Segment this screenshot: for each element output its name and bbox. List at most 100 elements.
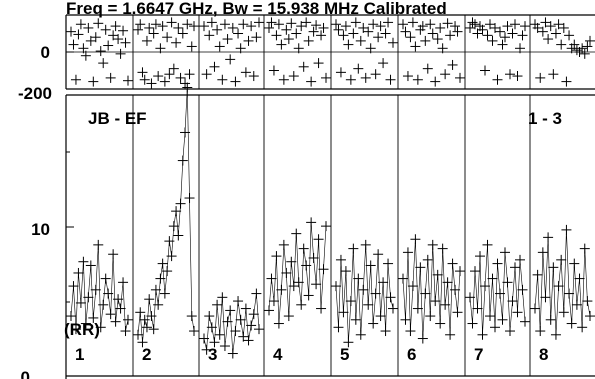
phase-point-ch4	[308, 26, 319, 37]
phase-point-ch8	[577, 43, 588, 54]
phase-point-ch3	[204, 30, 215, 41]
amp-point-ch7	[467, 318, 478, 329]
amp-point-ch3	[214, 329, 225, 340]
amp-point-ch8	[579, 243, 590, 254]
amp-point-ch6	[398, 273, 408, 284]
amp-point-ch1	[95, 322, 106, 333]
amp-point-ch2	[153, 299, 164, 310]
phase-point-ch6	[412, 74, 423, 85]
channel-label-6: 6	[407, 345, 416, 364]
phase-point-ch5	[383, 17, 394, 28]
amp-point-ch6	[417, 333, 428, 344]
phase-point-ch5	[350, 17, 361, 28]
phase-point-ch2	[137, 67, 148, 78]
amp-point-ch2	[168, 221, 179, 232]
phase-point-ch2	[184, 69, 195, 80]
phase-point-ch1	[100, 24, 111, 35]
phase-point-ch2	[177, 28, 188, 39]
phase-point-ch7	[487, 35, 498, 46]
phase-point-ch8	[535, 72, 546, 83]
phase-point-ch8	[545, 21, 556, 32]
amp-point-ch1	[78, 256, 89, 267]
phase-point-ch5	[375, 21, 386, 32]
amp-point-ch2	[180, 127, 191, 138]
phase-point-ch2	[186, 41, 197, 52]
phase-point-ch7	[482, 30, 493, 41]
phase-point-ch5	[331, 19, 341, 30]
amp-point-ch1	[75, 297, 86, 308]
amp-point-ch6	[435, 318, 446, 329]
amp-point-ch6	[432, 269, 443, 280]
amp-point-ch2	[155, 273, 166, 284]
phase-point-ch5	[368, 19, 379, 30]
phase-point-ch5	[333, 24, 344, 35]
amp-point-ch3	[219, 341, 230, 352]
amp-point-ch7	[520, 316, 530, 327]
phase-point-ch4	[276, 39, 287, 50]
amp-point-ch3	[233, 296, 244, 307]
phase-point-ch3	[251, 32, 262, 43]
amp-point-ch7	[490, 322, 500, 333]
phase-point-ch2	[139, 74, 150, 85]
phase-point-ch2	[175, 72, 186, 83]
phase-point-ch6	[420, 35, 431, 46]
amp-point-ch5	[333, 322, 344, 333]
amp-point-ch2	[141, 322, 152, 333]
amp-point-ch8	[585, 311, 595, 322]
phase-point-ch3	[199, 21, 209, 32]
phase-point-ch5	[353, 63, 364, 74]
amp-point-ch8	[577, 322, 588, 333]
amp-point-ch4	[271, 251, 282, 262]
phase-point-ch4	[298, 61, 309, 72]
amp-point-ch5	[343, 337, 354, 348]
amp-point-ch8	[564, 288, 575, 299]
phase-point-ch4	[278, 74, 289, 85]
phase-point-ch1	[90, 32, 101, 43]
amp-point-ch4	[313, 234, 324, 245]
phase-point-ch2	[133, 24, 143, 35]
phase-point-ch5	[340, 21, 351, 32]
phase-point-ch2	[141, 35, 152, 46]
amp-point-ch1	[108, 249, 119, 260]
amp-point-ch5	[383, 258, 394, 269]
amp-point-ch5	[338, 307, 349, 318]
phase-point-ch4	[318, 22, 329, 33]
phase-point-ch2	[164, 69, 175, 80]
channel-label-2: 2	[142, 345, 151, 364]
amp-point-ch1	[115, 303, 126, 314]
amp-point-ch6	[420, 288, 431, 299]
amp-point-ch7	[465, 292, 475, 303]
phase-point-ch4	[268, 65, 279, 76]
phase-point-ch4	[264, 22, 274, 33]
phase-point-ch1	[123, 75, 133, 86]
phase-point-ch8	[543, 34, 554, 45]
amp-point-ch1	[105, 309, 116, 320]
phase-point-ch1	[70, 74, 81, 85]
amp-point-ch1	[66, 311, 76, 322]
amp-point-ch7	[472, 303, 483, 314]
phase-point-ch6	[427, 28, 438, 39]
phase-point-ch2	[153, 71, 164, 82]
phase-point-ch5	[338, 30, 349, 41]
amp-point-ch3	[238, 331, 249, 342]
amp-point-ch2	[171, 206, 182, 217]
phase-point-ch8	[569, 39, 580, 50]
phase-point-ch5	[385, 74, 396, 85]
phase-point-ch4	[288, 71, 299, 82]
amp-point-ch3	[240, 303, 251, 314]
amp-point-ch6	[452, 307, 463, 318]
amp-point-ch6	[437, 243, 448, 254]
amp-point-ch1	[123, 314, 133, 325]
amp-point-ch4	[296, 299, 307, 310]
phase-point-ch7	[515, 43, 525, 54]
phase-point-ch2	[168, 63, 179, 74]
phase-point-ch2	[150, 19, 161, 30]
phase-point-ch6	[410, 41, 421, 52]
amp-point-ch7	[480, 281, 490, 292]
phase-point-ch2	[182, 19, 193, 30]
amp-point-ch5	[370, 288, 381, 299]
amp-point-ch2	[139, 314, 150, 325]
phase-point-ch8	[550, 28, 561, 39]
amp-point-ch7	[505, 326, 515, 337]
amp-point-ch5	[358, 284, 369, 295]
